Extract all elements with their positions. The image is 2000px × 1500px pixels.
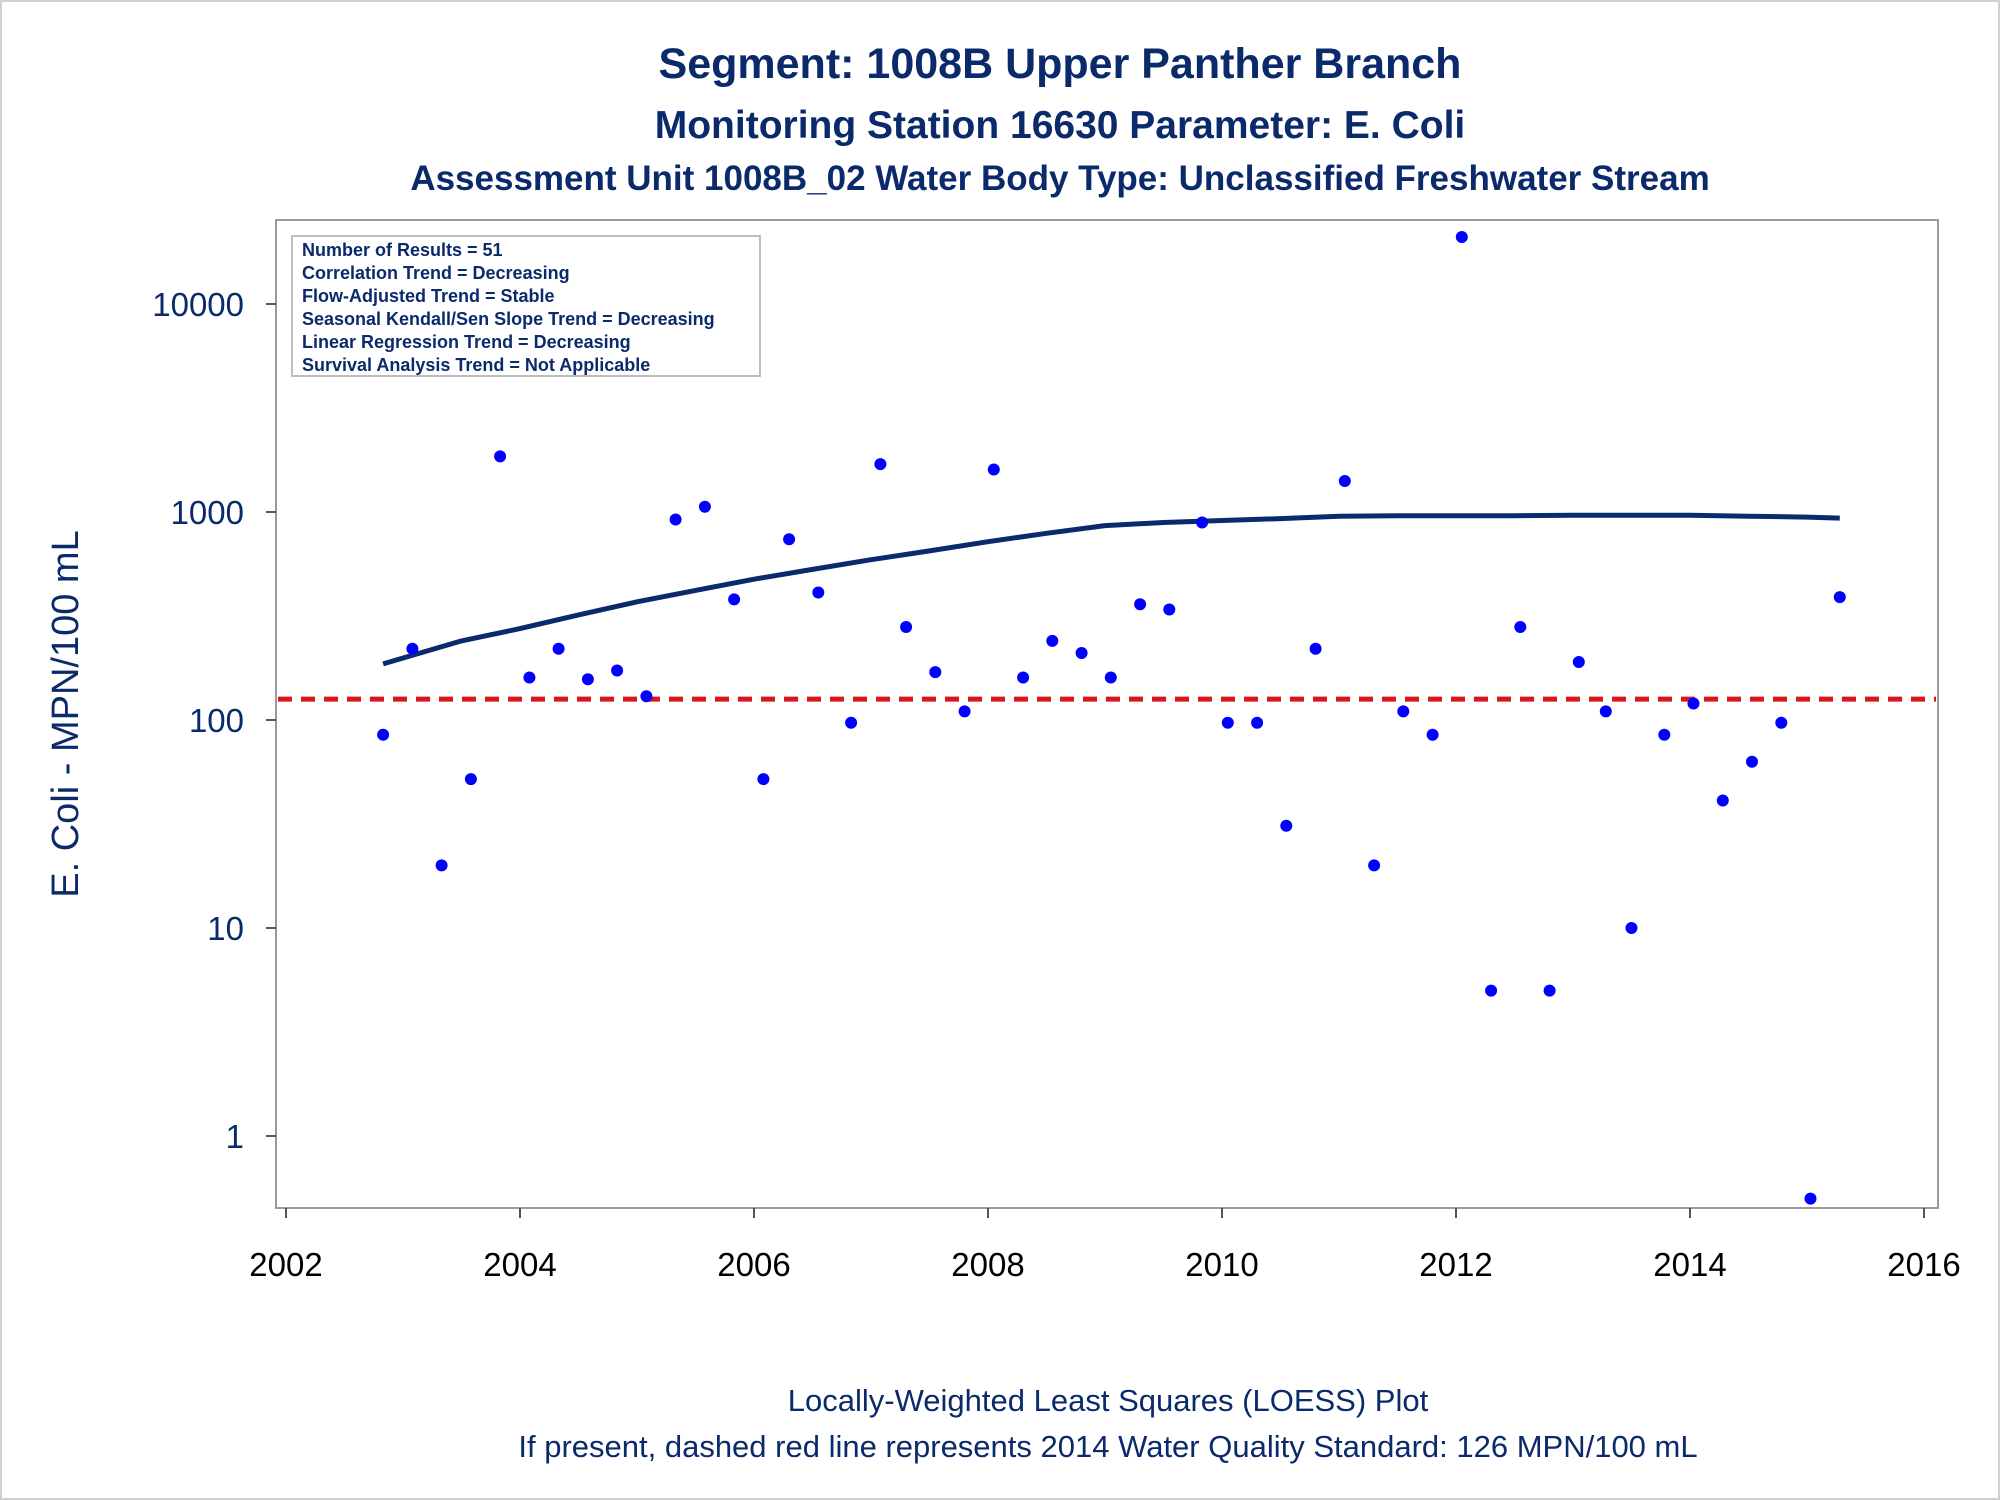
- data-point: [669, 513, 682, 526]
- data-point: [783, 533, 796, 546]
- data-point: [1485, 984, 1498, 997]
- y-axis-label: E. Coli - MPN/100 mL: [45, 530, 87, 897]
- data-point: [698, 500, 711, 513]
- data-point: [1104, 671, 1117, 684]
- stats-box-border: [291, 235, 761, 377]
- data-point: [812, 586, 825, 599]
- data-point: [464, 773, 477, 786]
- data-point: [1833, 591, 1846, 604]
- data-point: [1017, 671, 1030, 684]
- data-point: [640, 690, 653, 703]
- data-point: [987, 463, 1000, 476]
- data-point: [1716, 794, 1729, 807]
- data-point: [1280, 819, 1293, 832]
- data-point: [1455, 231, 1468, 243]
- data-point: [1625, 922, 1638, 934]
- data-point: [1426, 728, 1439, 741]
- data-point: [728, 593, 741, 606]
- data-point: [1746, 755, 1758, 768]
- data-point: [757, 773, 770, 786]
- data-point: [1599, 705, 1612, 718]
- data-point: [845, 716, 858, 729]
- chart-subtitle-2: Assessment Unit 1008B_02 Water Body Type…: [410, 159, 1709, 198]
- data-point: [1221, 716, 1234, 729]
- data-point: [874, 458, 887, 471]
- x-tick-label: 2012: [1419, 1246, 1492, 1283]
- data-point: [611, 664, 624, 677]
- data-point: [494, 450, 507, 463]
- data-point: [900, 621, 913, 633]
- data-point: [1543, 984, 1556, 997]
- data-point: [1368, 859, 1381, 872]
- stats-line: Correlation Trend = Decreasing: [302, 263, 570, 283]
- y-tick-label: 1000: [171, 494, 244, 531]
- data-point: [1572, 656, 1585, 668]
- x-tick-label: 2002: [249, 1246, 322, 1283]
- y-tick-label: 100: [189, 702, 244, 739]
- y-tick-label: 10: [207, 910, 244, 947]
- data-point: [1163, 603, 1176, 616]
- data-point: [1658, 728, 1671, 741]
- data-point: [435, 859, 448, 872]
- data-point: [1134, 598, 1147, 611]
- loess-layer: [382, 512, 1840, 667]
- footnote-line-2: If present, dashed red line represents 2…: [518, 1429, 1697, 1464]
- data-point: [406, 642, 419, 655]
- data-point: [552, 642, 565, 655]
- stats-line: Seasonal Kendall/Sen Slope Trend = Decre…: [302, 309, 715, 329]
- data-point: [1251, 716, 1264, 729]
- data-point: [1075, 647, 1088, 659]
- data-point: [1046, 634, 1059, 647]
- x-tick-label: 2006: [717, 1246, 790, 1283]
- data-point: [1775, 716, 1788, 729]
- data-point: [958, 705, 971, 718]
- data-point: [1196, 516, 1209, 529]
- chart-title: Segment: 1008B Upper Panther Branch: [659, 40, 1462, 88]
- data-point: [523, 671, 536, 684]
- data-point: [1338, 475, 1351, 487]
- footnote-line-1: Locally-Weighted Least Squares (LOESS) P…: [788, 1383, 1429, 1418]
- chart-subtitle: Monitoring Station 16630 Parameter: E. C…: [655, 104, 1466, 147]
- x-tick-label: 2010: [1185, 1246, 1258, 1283]
- data-point: [581, 673, 594, 686]
- data-point: [929, 666, 942, 679]
- stats-line: Linear Regression Trend = Decreasing: [302, 332, 631, 352]
- data-point: [377, 728, 390, 741]
- x-tick-label: 2016: [1887, 1246, 1960, 1283]
- y-tick-label: 1: [226, 1118, 244, 1155]
- data-point: [1804, 1192, 1817, 1205]
- points-layer: [377, 231, 1846, 1205]
- stats-line: Survival Analysis Trend = Not Applicable: [302, 355, 650, 375]
- x-tick-label: 2008: [951, 1246, 1024, 1283]
- y-tick-label: 10000: [152, 286, 244, 323]
- data-point: [1687, 697, 1700, 710]
- x-tick-label: 2004: [483, 1246, 556, 1283]
- data-point: [1309, 642, 1322, 655]
- data-point: [1514, 621, 1527, 633]
- plot-area: [275, 219, 1939, 1209]
- axes: 2002 2004 2006 2008 2010 2012 2014 2016 1 10 100 10…: [152, 286, 1960, 1283]
- stats-line: Flow-Adjusted Trend = Stable: [302, 286, 555, 306]
- x-tick-label: 2014: [1653, 1246, 1726, 1283]
- stats-line: Number of Results = 51: [302, 240, 503, 260]
- data-point: [1397, 705, 1410, 718]
- loess-curve: [382, 512, 1840, 667]
- stats-box: Number of Results = 51 Correlation Trend…: [291, 235, 761, 377]
